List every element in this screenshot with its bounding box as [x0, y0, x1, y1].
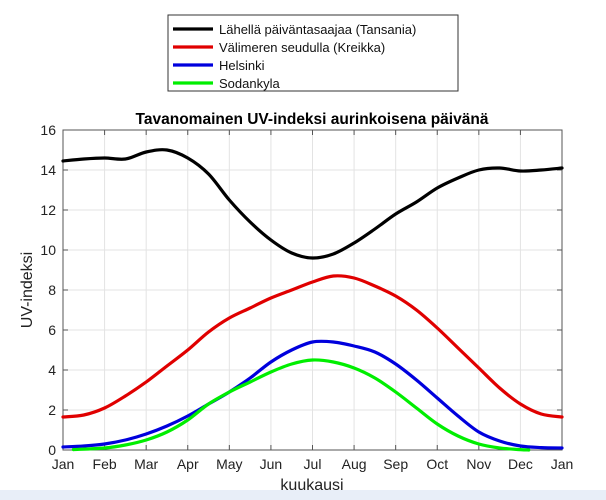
- series-line-sodankyla: [71, 358, 531, 452]
- x-axis-label: kuukausi: [280, 477, 343, 494]
- y-tick-label: 12: [40, 202, 56, 218]
- x-tick-label: Sep: [383, 456, 408, 472]
- x-tick-label: Oct: [426, 456, 448, 472]
- y-axis-label: UV-indeksi: [19, 252, 36, 328]
- y-tick-label: 6: [48, 322, 56, 338]
- x-tick-label: Jan: [52, 456, 75, 472]
- legend: Lähellä päiväntasaajaa (Tansania) Välimer…: [167, 14, 459, 92]
- legend-label-helsinki: Helsinki: [219, 58, 265, 73]
- series-line-v-limeren-seudulla-kreikka: [61, 274, 564, 419]
- y-tick-label: 0: [48, 442, 56, 458]
- y-tick-label: 4: [48, 362, 56, 378]
- x-tick-label: Mar: [134, 456, 158, 472]
- y-tick-label: 14: [40, 162, 56, 178]
- x-tick-label: May: [216, 456, 242, 472]
- y-tick-label: 2: [48, 402, 56, 418]
- x-tick-label: Jul: [304, 456, 322, 472]
- y-tick-label: 10: [40, 242, 56, 258]
- y-tick-label: 16: [40, 122, 56, 138]
- x-tick-label: Aug: [342, 456, 367, 472]
- legend-box: [167, 14, 459, 92]
- x-tick-label: Dec: [508, 456, 533, 472]
- x-tick-label: Apr: [177, 456, 199, 472]
- window-bottom-strip: [0, 490, 606, 500]
- legend-label-v-limeren-seudulla-kreikka: Välimeren seudulla (Kreikka): [219, 40, 385, 55]
- ticks: Jan Feb Mar Apr May Jun Jul Aug Sep Oct Nov Dec Jan0…: [40, 122, 573, 472]
- x-tick-label: Jun: [260, 456, 283, 472]
- x-tick-label: Jan: [551, 456, 574, 472]
- grid: [63, 130, 562, 450]
- chart-title: Tavanomainen UV-indeksi aurinkoisena päi…: [136, 111, 489, 128]
- legend-label-l-hell-p-iv-ntasaajaa-tansania: Lähellä päiväntasaajaa (Tansania): [219, 22, 416, 37]
- legend-label-sodankyla: Sodankyla: [219, 76, 280, 91]
- series-line-l-hell-p-iv-ntasaajaa-tansania: [61, 148, 564, 260]
- series-lines: [61, 148, 564, 452]
- x-tick-label: Feb: [93, 456, 117, 472]
- x-tick-label: Nov: [466, 456, 491, 472]
- series-line-helsinki: [61, 339, 564, 450]
- y-tick-label: 8: [48, 282, 56, 298]
